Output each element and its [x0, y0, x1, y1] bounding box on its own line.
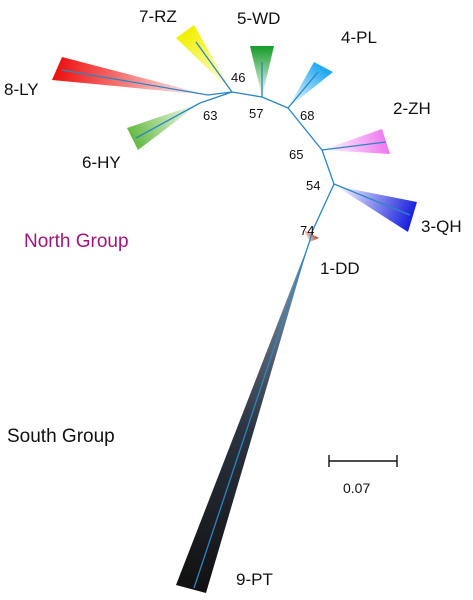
- clade-label-2-ZH: 2-ZH: [393, 99, 431, 118]
- clade-label-5-WD: 5-WD: [237, 9, 280, 28]
- support-value: 57: [249, 106, 263, 121]
- clade-label-3-QH: 3-QH: [421, 217, 462, 236]
- clade-label-6-HY: 6-HY: [82, 153, 121, 172]
- support-value: 68: [300, 108, 314, 123]
- clade-triangle-4-PL: [288, 62, 333, 108]
- support-value: 46: [231, 70, 245, 85]
- clade-label-7-RZ: 7-RZ: [139, 7, 177, 26]
- support-value: 65: [289, 147, 303, 162]
- clade-triangle-6-HY: [127, 103, 200, 150]
- support-value: 54: [306, 178, 320, 193]
- clade-label-8-LY: 8-LY: [4, 80, 39, 99]
- support-value: 63: [203, 108, 217, 123]
- clade-label-1-DD: 1-DD: [320, 259, 360, 278]
- clade-triangle-8-LY: [52, 57, 208, 95]
- clade-triangle-7-RZ: [176, 25, 232, 92]
- scale-bar-label: 0.07: [343, 480, 370, 496]
- support-value: 74: [300, 223, 314, 238]
- clade-triangle-9-PT: [176, 240, 310, 593]
- clade-triangle-3-QH: [336, 186, 417, 232]
- group-label-south: South Group: [7, 426, 115, 447]
- clade-label-4-PL: 4-PL: [341, 28, 377, 47]
- group-label-north: North Group: [24, 231, 129, 252]
- tree-branches: [61, 41, 411, 589]
- clade-label-9-PT: 9-PT: [236, 570, 273, 589]
- clade-triangle-2-ZH: [322, 129, 390, 154]
- scale-bar: 0.07: [328, 455, 398, 496]
